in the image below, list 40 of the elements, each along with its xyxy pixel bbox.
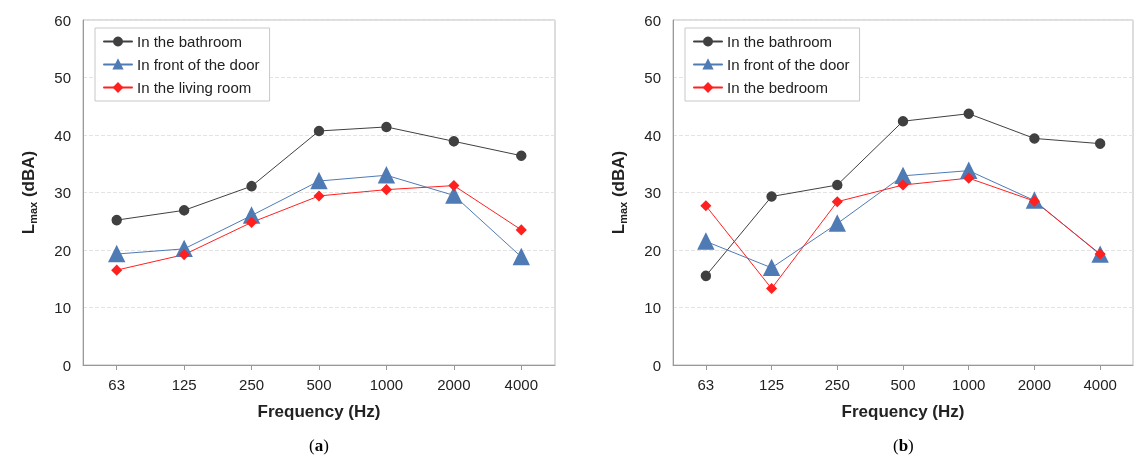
legend-label: In the bathroom [137,33,243,50]
x-tick-label: 500 [890,376,916,393]
y-tick-label: 30 [54,184,71,201]
y-axis-title: Lmax (dBA) [19,150,39,235]
x-tick-label: 63 [697,376,715,393]
legend-label: In the bathroom [727,33,833,50]
y-tick-label: 60 [54,11,71,29]
x-tick-label: 2000 [1017,376,1052,393]
legend-label: In the living room [137,79,252,96]
x-tick-label: 125 [759,376,785,393]
x-tick-label: 250 [239,376,265,393]
y-tick-label: 20 [644,241,661,259]
x-tick-label: 500 [306,376,332,393]
y-tick-label: 40 [644,126,661,144]
y-tick-label: 30 [644,184,661,201]
text: (a) [309,436,329,455]
x-tick-label: 250 [824,376,850,393]
x-axis-title: Frequency (Hz) [841,402,965,421]
y-tick-label: 50 [644,69,661,86]
x-tick-label: 63 [108,376,126,393]
x-tick-label: 1000 [952,376,986,393]
y-tick-label: 0 [652,356,661,374]
x-tick-label: 125 [171,376,197,393]
x-axis-title: Frequency (Hz) [257,402,381,421]
x-tick-label: 2000 [437,376,471,393]
legend-label: In front of the door [727,56,850,73]
y-tick-label: 0 [62,356,71,374]
y-tick-label: 50 [54,69,71,86]
legend-label: In the bedroom [727,79,828,96]
text: (b) [893,436,914,455]
y-tick-label: 60 [644,11,661,29]
y-tick-label: 10 [644,299,661,316]
x-tick-label: 4000 [504,376,538,393]
x-tick-label: 4000 [1083,376,1117,393]
y-tick-label: 40 [54,126,71,144]
y-tick-label: 20 [54,241,71,259]
y-axis-title: Lmax (dBA) [609,150,629,235]
y-tick-label: 10 [54,299,71,316]
legend-label: In front of the door [137,56,260,73]
x-tick-label: 1000 [369,376,404,393]
